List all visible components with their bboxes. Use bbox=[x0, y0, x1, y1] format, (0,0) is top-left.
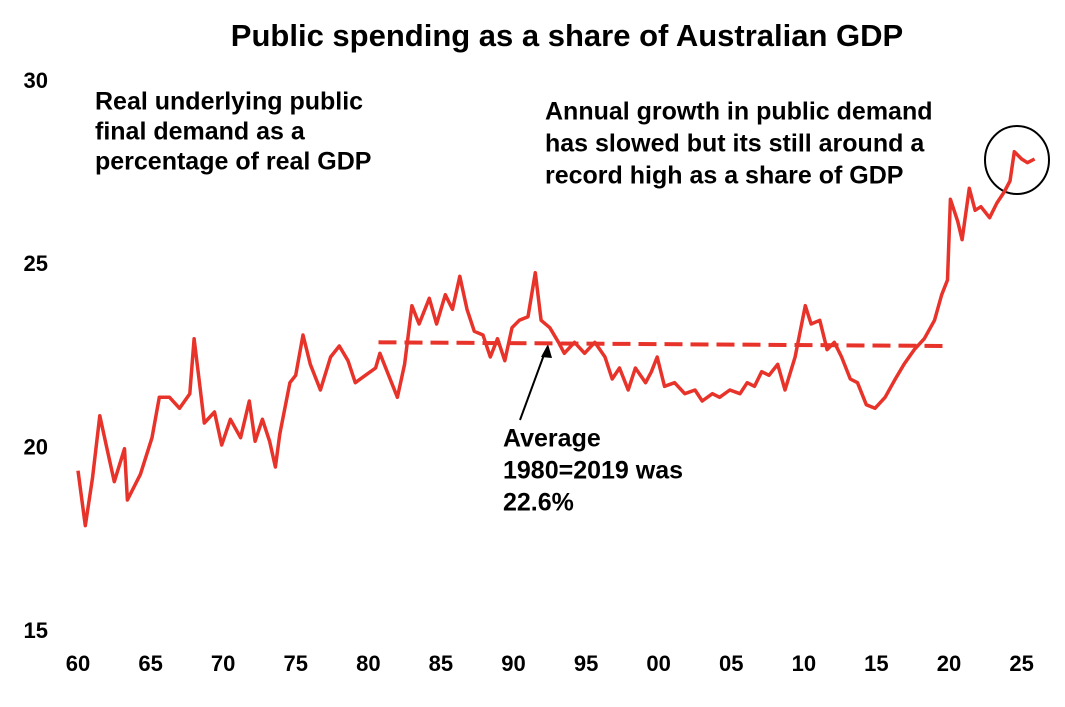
annotation: Average bbox=[503, 425, 601, 453]
annotation: final demand as a bbox=[95, 118, 306, 146]
arrow-line bbox=[519, 351, 546, 421]
x-tick-label: 60 bbox=[66, 651, 90, 676]
annotation: percentage of real GDP bbox=[95, 148, 371, 176]
x-tick-label: 80 bbox=[356, 651, 380, 676]
x-tick-label: 75 bbox=[284, 651, 308, 676]
x-tick-label: 10 bbox=[792, 651, 816, 676]
arrow-head bbox=[541, 344, 552, 358]
x-tick-label: 65 bbox=[138, 651, 162, 676]
x-tick-label: 90 bbox=[501, 651, 525, 676]
y-tick-label: 15 bbox=[24, 618, 48, 643]
annotation: record high as a share of GDP bbox=[545, 162, 903, 190]
average-line bbox=[378, 340, 950, 348]
x-tick-label: 15 bbox=[864, 651, 888, 676]
x-tick-label: 05 bbox=[719, 651, 743, 676]
x-tick-label: 25 bbox=[1009, 651, 1033, 676]
x-tick-label: 70 bbox=[211, 651, 235, 676]
y-tick-label: 20 bbox=[24, 434, 48, 459]
x-tick-label: 95 bbox=[574, 651, 598, 676]
x-tick-label: 00 bbox=[646, 651, 670, 676]
annotation: Annual growth in public demand bbox=[545, 98, 933, 126]
line-series bbox=[76, 149, 1036, 528]
x-tick-label: 20 bbox=[937, 651, 961, 676]
annotation: 1980=2019 was bbox=[503, 457, 683, 485]
annotation: 22.6% bbox=[503, 489, 574, 517]
y-tick-label: 25 bbox=[24, 251, 48, 276]
highlight-circle bbox=[984, 125, 1050, 195]
x-tick-label: 85 bbox=[429, 651, 453, 676]
annotation: Real underlying public bbox=[95, 88, 363, 116]
y-tick-label: 30 bbox=[24, 68, 48, 93]
annotation: has slowed but its still around a bbox=[545, 130, 925, 158]
chart-title: Public spending as a share of Australian… bbox=[231, 18, 903, 53]
